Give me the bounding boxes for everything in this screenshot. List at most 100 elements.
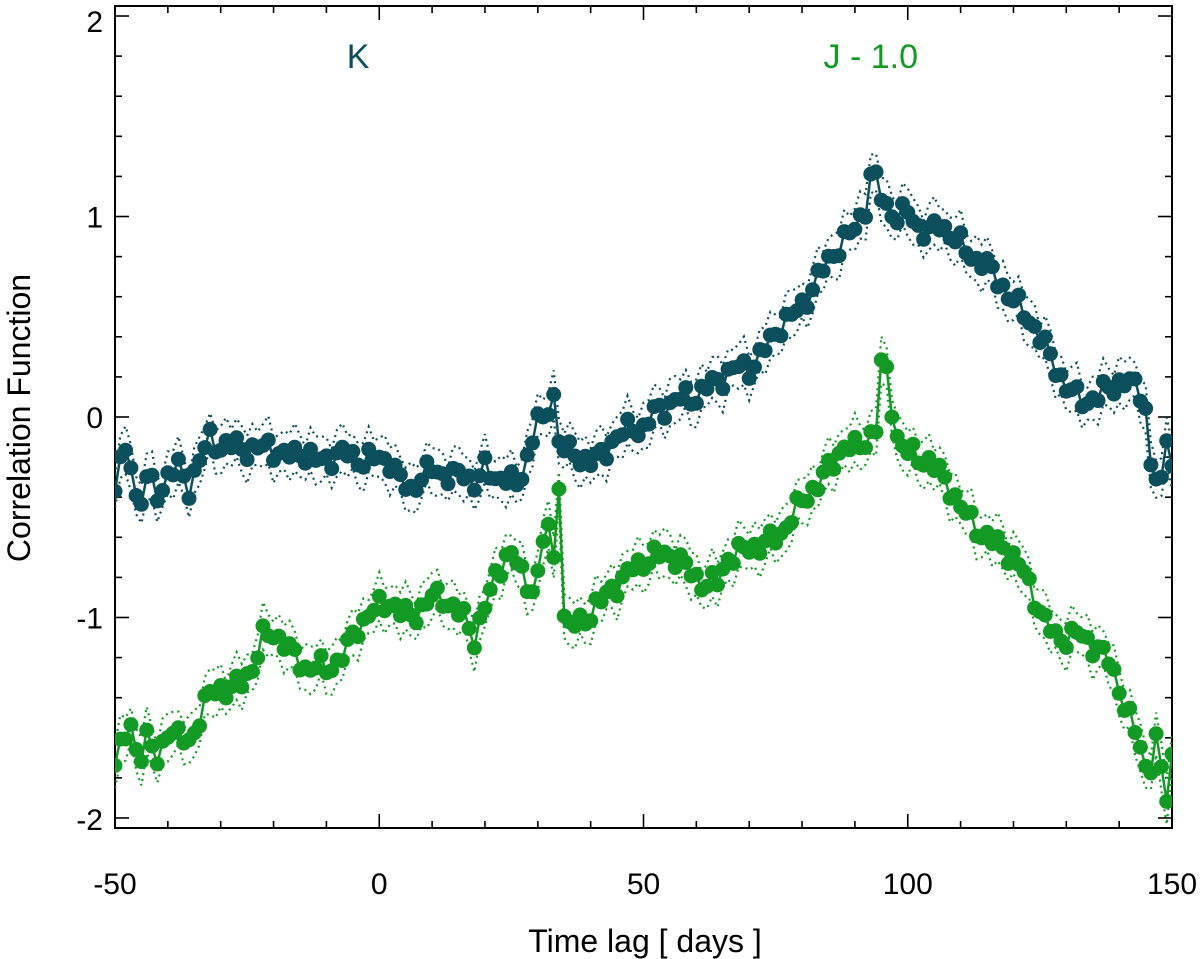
data-point — [546, 387, 562, 402]
data-point — [128, 741, 144, 757]
data-point — [461, 468, 477, 484]
data-point — [1159, 793, 1172, 809]
data-point — [466, 640, 482, 656]
data-point — [583, 613, 599, 629]
data-point — [303, 441, 318, 457]
data-point — [514, 558, 530, 574]
data-point — [1042, 346, 1058, 362]
data-point — [947, 487, 963, 503]
data-point — [1037, 329, 1053, 345]
data-point — [350, 629, 366, 645]
data-point — [1153, 759, 1169, 775]
data-point — [858, 209, 873, 225]
data-point — [133, 754, 149, 770]
data-point — [1106, 661, 1122, 677]
y-tick-label: 2 — [86, 6, 103, 39]
series-j — [115, 332, 1172, 825]
data-point — [688, 566, 704, 582]
data-point — [123, 717, 139, 733]
data-point — [1011, 287, 1027, 303]
data-point — [1095, 639, 1111, 655]
data-point — [879, 359, 895, 375]
data-point — [784, 515, 799, 531]
data-point — [1127, 725, 1143, 740]
plot-frame — [114, 5, 1173, 829]
data-point — [525, 435, 540, 451]
data-point — [466, 482, 482, 498]
data-point — [115, 483, 123, 499]
data-point — [170, 720, 186, 736]
data-point — [493, 568, 509, 584]
x-axis-title: Time lag [ days ] — [528, 923, 762, 959]
data-point — [799, 299, 815, 315]
lower-error-band — [115, 188, 1172, 527]
data-point — [815, 263, 831, 279]
data-point — [530, 563, 546, 579]
data-point — [345, 443, 361, 459]
data-point — [1053, 367, 1069, 383]
data-point — [234, 679, 250, 695]
axes-frame — [114, 5, 1173, 829]
data-point — [250, 650, 266, 666]
data-point — [551, 481, 567, 497]
data-point — [953, 225, 969, 241]
data-point — [799, 493, 815, 509]
data-point — [1153, 469, 1169, 485]
data-point — [657, 410, 673, 426]
data-point — [503, 464, 519, 480]
data-point — [170, 451, 186, 467]
data-point — [482, 582, 498, 597]
data-point — [805, 282, 821, 298]
data-point — [133, 496, 149, 512]
data-point — [392, 467, 408, 483]
data-point — [916, 231, 932, 247]
data-point — [932, 457, 947, 473]
data-point — [937, 219, 953, 234]
data-point — [218, 690, 234, 706]
data-point — [477, 600, 493, 616]
data-point — [710, 577, 725, 593]
y-axis-title: Correlation Function — [1, 274, 37, 562]
data-point — [115, 758, 123, 773]
data-point — [905, 436, 921, 452]
data-point — [192, 453, 208, 469]
data-point — [535, 534, 551, 549]
x-tick-label: 100 — [883, 868, 933, 901]
data-point — [1164, 746, 1172, 762]
data-point — [868, 164, 884, 180]
data-point — [540, 516, 556, 532]
x-tick-label: -50 — [93, 868, 136, 901]
data-point — [123, 460, 139, 476]
data-point — [990, 529, 1006, 545]
data-point — [937, 469, 953, 485]
x-tick-label: 0 — [371, 868, 388, 901]
data-point — [879, 195, 895, 211]
data-point — [271, 628, 287, 644]
data-point — [239, 452, 255, 468]
data-point — [963, 504, 979, 520]
data-point — [599, 451, 614, 467]
data-point — [641, 416, 657, 432]
data-point — [229, 430, 245, 446]
data-point — [984, 259, 1000, 275]
data-point — [355, 459, 371, 475]
data-point — [688, 395, 704, 411]
series-layer — [115, 152, 1172, 825]
data-point — [678, 380, 694, 396]
data-point — [1037, 607, 1053, 623]
data-point — [699, 381, 715, 397]
data-point — [514, 471, 530, 487]
data-point — [440, 476, 456, 492]
y-tick-label: -2 — [76, 804, 103, 837]
data-point — [1143, 457, 1159, 473]
data-point — [752, 545, 768, 561]
lower-error-band — [115, 381, 1172, 825]
data-point — [519, 447, 535, 463]
data-point — [149, 756, 165, 772]
data-point — [921, 450, 937, 465]
data-point — [747, 359, 762, 375]
data-point — [773, 328, 789, 344]
data-point — [525, 584, 540, 600]
data-point — [1164, 458, 1172, 474]
